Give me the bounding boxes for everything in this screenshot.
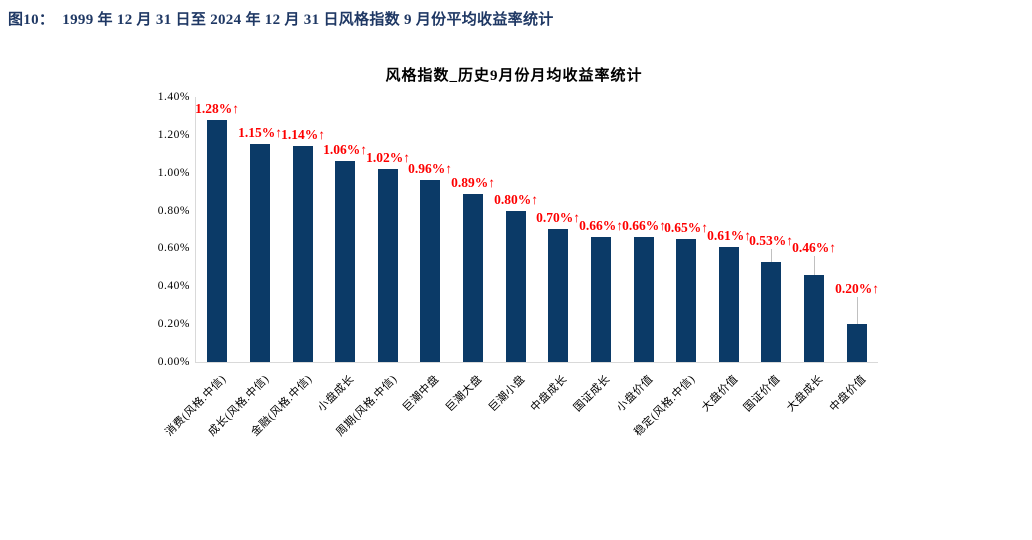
- bar-data-label: 1.14%↑: [281, 127, 325, 142]
- bar-8: [506, 211, 526, 362]
- bar-data-label: 0.70%↑: [536, 210, 580, 225]
- bar-13: [719, 247, 739, 362]
- plot-area: 1.28%↑ 1.15%↑ 1.14%↑ 1.06%↑ 1.02%↑ 0.96%↑ 0.89…: [195, 97, 879, 363]
- y-axis-tick-label: 0.00%: [157, 356, 190, 368]
- y-axis-tick-label: 1.00%: [157, 166, 190, 179]
- bar-14: [761, 262, 781, 362]
- y-axis-tick-label: 1.20%: [157, 128, 190, 141]
- bar-10: [591, 237, 611, 362]
- figure-title: 图10： 1999 年 12 月 31 日至 2024 年 12 月 31 日风…: [8, 12, 554, 28]
- bar-data-label: 0.61%↑: [707, 228, 751, 243]
- bar-data-label: 0.80%↑: [494, 192, 538, 207]
- label-leader-line: [857, 297, 858, 324]
- label-leader-line: [771, 249, 772, 262]
- y-axis-tick-label: 0.60%: [157, 242, 190, 255]
- label-leader-line: [814, 256, 815, 275]
- bar-data-label: 0.46%↑: [792, 240, 836, 255]
- bar-data-label: 0.53%↑: [749, 233, 793, 248]
- bar-6: [420, 180, 440, 362]
- bar-12: [676, 239, 696, 362]
- chart-title: 风格指数_历史9月份月均收益率统计: [385, 68, 643, 84]
- bar-5: [378, 169, 398, 362]
- bar-4: [335, 161, 355, 362]
- bar-15: [804, 275, 824, 362]
- bar-2: [250, 144, 270, 362]
- y-axis-tick-label: 0.40%: [157, 280, 190, 293]
- bar-3: [293, 146, 313, 362]
- bar-data-label: 1.28%↑: [195, 101, 239, 116]
- bar-data-label: 0.65%↑: [664, 220, 708, 235]
- chart-canvas: 风格指数_历史9月份月均收益率统计 1.28%↑ 1.15%↑ 1.14%↑ 1.06…: [142, 52, 886, 486]
- bar-7: [463, 194, 483, 362]
- y-axis-tick-label: 1.40%: [157, 91, 190, 103]
- bar-11: [634, 237, 654, 362]
- bar-data-label: 0.20%↑: [835, 281, 879, 296]
- bar-data-label: 1.15%↑: [238, 125, 282, 140]
- bar-16: [847, 324, 867, 362]
- bar-data-label: 1.06%↑: [323, 142, 367, 157]
- bar-data-label: 0.66%↑: [622, 218, 666, 233]
- bar-data-label: 0.66%↑: [579, 218, 623, 233]
- y-axis-tick-label: 0.20%: [157, 318, 190, 331]
- bar-data-label: 0.89%↑: [451, 175, 495, 190]
- bar-data-label: 0.96%↑: [408, 161, 452, 176]
- y-axis-tick-label: 0.80%: [157, 204, 190, 217]
- bar-1: [207, 120, 227, 362]
- bar-data-label: 1.02%↑: [366, 150, 410, 165]
- bar-9: [548, 229, 568, 362]
